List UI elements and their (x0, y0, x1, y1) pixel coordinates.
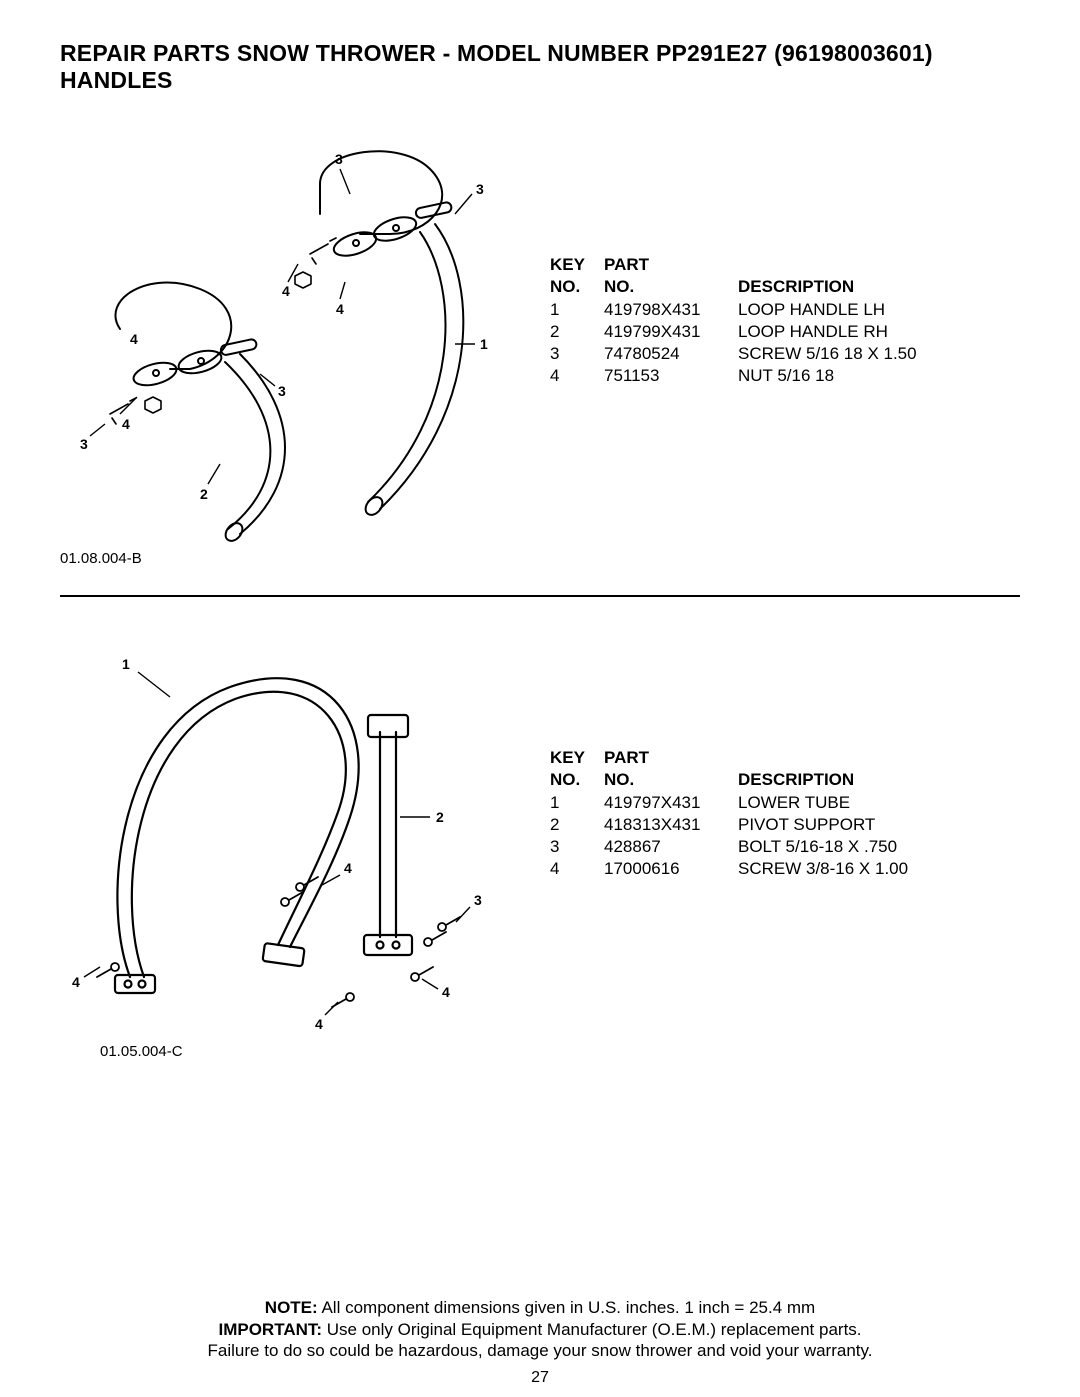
cell: LOOP HANDLE RH (738, 321, 931, 343)
divider (60, 595, 1020, 597)
cell: 2 (550, 814, 604, 836)
cell: 3 (550, 343, 604, 365)
cell: 419798X431 (604, 299, 738, 321)
cell: 74780524 (604, 343, 738, 365)
callout-4: 4 (72, 974, 80, 990)
parts-table-2-table: KEY PART NO. NO. DESCRIPTION 1 419797X43… (550, 747, 922, 881)
col-no2: NO. (604, 769, 738, 791)
callout-4: 4 (122, 416, 130, 432)
callout-4: 4 (442, 984, 450, 1000)
table-row: 1 419797X431 LOWER TUBE (550, 792, 922, 814)
cell: 3 (550, 836, 604, 858)
col-no2: NO. (604, 276, 738, 298)
cell: 4 (550, 858, 604, 880)
diagram-1-svg: 3 3 4 4 1 3 4 4 3 2 (60, 114, 520, 544)
diagram-2-label: 01.05.004-C (100, 1043, 520, 1060)
note-text: All component dimensions given in U.S. i… (318, 1298, 816, 1317)
callout-3: 3 (476, 181, 484, 197)
callout-1: 1 (480, 336, 488, 352)
col-desc: DESCRIPTION (738, 769, 922, 791)
callout-4: 4 (130, 331, 138, 347)
col-key: KEY (550, 747, 604, 769)
cell: PIVOT SUPPORT (738, 814, 922, 836)
title-line-2: HANDLES (60, 67, 1020, 94)
cell: BOLT 5/16-18 X .750 (738, 836, 922, 858)
diagram-2-svg: 1 2 3 4 4 4 4 (60, 637, 520, 1037)
col-no: NO. (550, 276, 604, 298)
important-text: Use only Original Equipment Manufacturer… (322, 1320, 862, 1339)
cell: SCREW 3/8-16 X 1.00 (738, 858, 922, 880)
table-row: 3 428867 BOLT 5/16-18 X .750 (550, 836, 922, 858)
col-part: PART (604, 254, 738, 276)
table-row: 4 17000616 SCREW 3/8-16 X 1.00 (550, 858, 922, 880)
callout-3: 3 (80, 436, 88, 452)
callout-2: 2 (436, 809, 444, 825)
callout-3: 3 (474, 892, 482, 908)
footer-line-2: IMPORTANT: Use only Original Equipment M… (0, 1319, 1080, 1340)
diagram-1-label: 01.08.004-B (60, 550, 520, 567)
callout-2: 2 (200, 486, 208, 502)
section-handles-lower: 1 2 3 4 4 4 4 01.05.004-C KEY PART (60, 637, 1020, 1060)
callout-4: 4 (315, 1016, 323, 1032)
diagram-2: 1 2 3 4 4 4 4 01.05.004-C (60, 637, 520, 1060)
important-label: IMPORTANT: (218, 1320, 322, 1339)
cell: SCREW 5/16 18 X 1.50 (738, 343, 931, 365)
diagram-1: 3 3 4 4 1 3 4 4 3 2 01.08.004-B (60, 114, 520, 567)
col-key: KEY (550, 254, 604, 276)
cell: 428867 (604, 836, 738, 858)
callout-4: 4 (336, 301, 344, 317)
footer-line-3: Failure to do so could be hazardous, dam… (0, 1340, 1080, 1361)
table-row: 4 751153 NUT 5/16 18 (550, 365, 931, 387)
callout-3: 3 (335, 151, 343, 167)
callout-4: 4 (344, 860, 352, 876)
footer-line-1: NOTE: All component dimensions given in … (0, 1297, 1080, 1318)
callout-3: 3 (278, 383, 286, 399)
title-block: REPAIR PARTS SNOW THROWER - MODEL NUMBER… (60, 40, 1020, 94)
cell: LOWER TUBE (738, 792, 922, 814)
col-desc: DESCRIPTION (738, 276, 931, 298)
title-line-1: REPAIR PARTS SNOW THROWER - MODEL NUMBER… (60, 40, 1020, 67)
table-row: 3 74780524 SCREW 5/16 18 X 1.50 (550, 343, 931, 365)
table-row: 2 419799X431 LOOP HANDLE RH (550, 321, 931, 343)
section-handles-upper: 3 3 4 4 1 3 4 4 3 2 01.08.004-B KEY PART (60, 114, 1020, 567)
cell: 751153 (604, 365, 738, 387)
cell: 419799X431 (604, 321, 738, 343)
cell: 1 (550, 299, 604, 321)
table-row: 2 418313X431 PIVOT SUPPORT (550, 814, 922, 836)
cell: 17000616 (604, 858, 738, 880)
col-no: NO. (550, 769, 604, 791)
cell: 2 (550, 321, 604, 343)
cell: 4 (550, 365, 604, 387)
table-row: 1 419798X431 LOOP HANDLE LH (550, 299, 931, 321)
callout-1: 1 (122, 656, 130, 672)
note-label: NOTE: (265, 1298, 318, 1317)
col-part: PART (604, 747, 738, 769)
cell: 419797X431 (604, 792, 738, 814)
cell: 418313X431 (604, 814, 738, 836)
footer-notes: NOTE: All component dimensions given in … (0, 1297, 1080, 1361)
cell: NUT 5/16 18 (738, 365, 931, 387)
cell: 1 (550, 792, 604, 814)
page: REPAIR PARTS SNOW THROWER - MODEL NUMBER… (0, 0, 1080, 1397)
cell: LOOP HANDLE LH (738, 299, 931, 321)
parts-table-2: KEY PART NO. NO. DESCRIPTION 1 419797X43… (550, 747, 922, 881)
parts-table-1: KEY PART NO. NO. DESCRIPTION 1 419798X43… (550, 254, 931, 388)
page-number: 27 (0, 1369, 1080, 1387)
callout-4: 4 (282, 283, 290, 299)
parts-table-1-table: KEY PART NO. NO. DESCRIPTION 1 419798X43… (550, 254, 931, 388)
